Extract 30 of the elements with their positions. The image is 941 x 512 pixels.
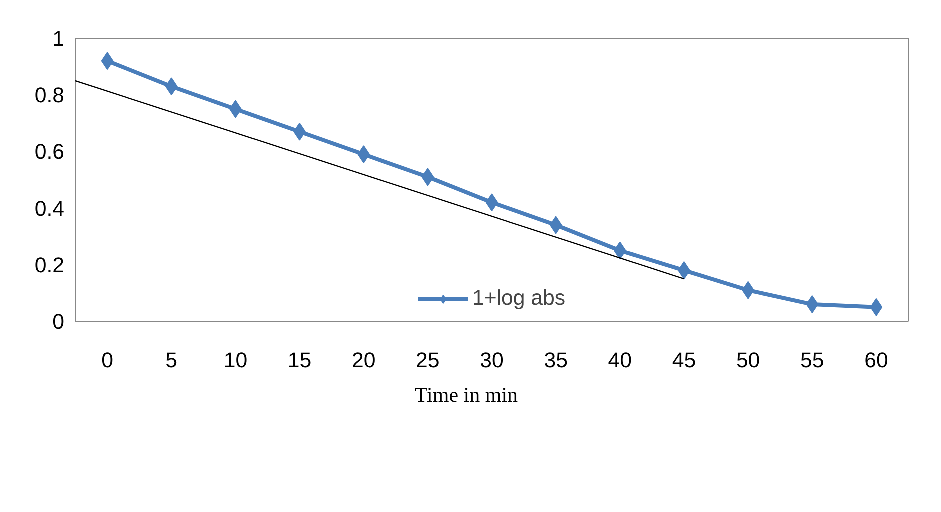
point [486, 194, 498, 212]
x-tick-label: 0 [102, 348, 114, 372]
point [870, 298, 883, 316]
point [550, 216, 562, 234]
x-tick-label: 45 [672, 348, 696, 372]
point [165, 78, 178, 96]
point [422, 168, 434, 186]
x-tick-label: 30 [480, 348, 504, 372]
y-tick-label: 0.6 [34, 140, 65, 164]
point [614, 242, 626, 260]
x-tick-label: 50 [736, 348, 760, 372]
x-axis-title: Time in min [414, 382, 518, 409]
x-tick-label: 15 [288, 348, 312, 372]
y-tick-label: 0 [52, 310, 65, 334]
y-tick-label: 0.8 [34, 84, 65, 108]
point [358, 146, 370, 164]
x-tick-label: 10 [224, 348, 248, 372]
legend-label: 1+log abs [472, 286, 566, 311]
y-tick-label: 1 [52, 27, 65, 51]
x-tick-label: 20 [352, 348, 376, 372]
x-tick-label: 5 [166, 348, 178, 372]
x-tick-label: 35 [544, 348, 568, 372]
y-tick-label: 0.2 [34, 253, 65, 278]
point [806, 296, 819, 314]
point [101, 52, 114, 70]
y-tick-label: 0.4 [34, 196, 65, 221]
x-tick-label: 60 [864, 348, 888, 372]
x-tick-label: 25 [416, 348, 440, 372]
x-tick-label: 55 [800, 348, 824, 372]
x-tick-label: 40 [608, 348, 632, 372]
